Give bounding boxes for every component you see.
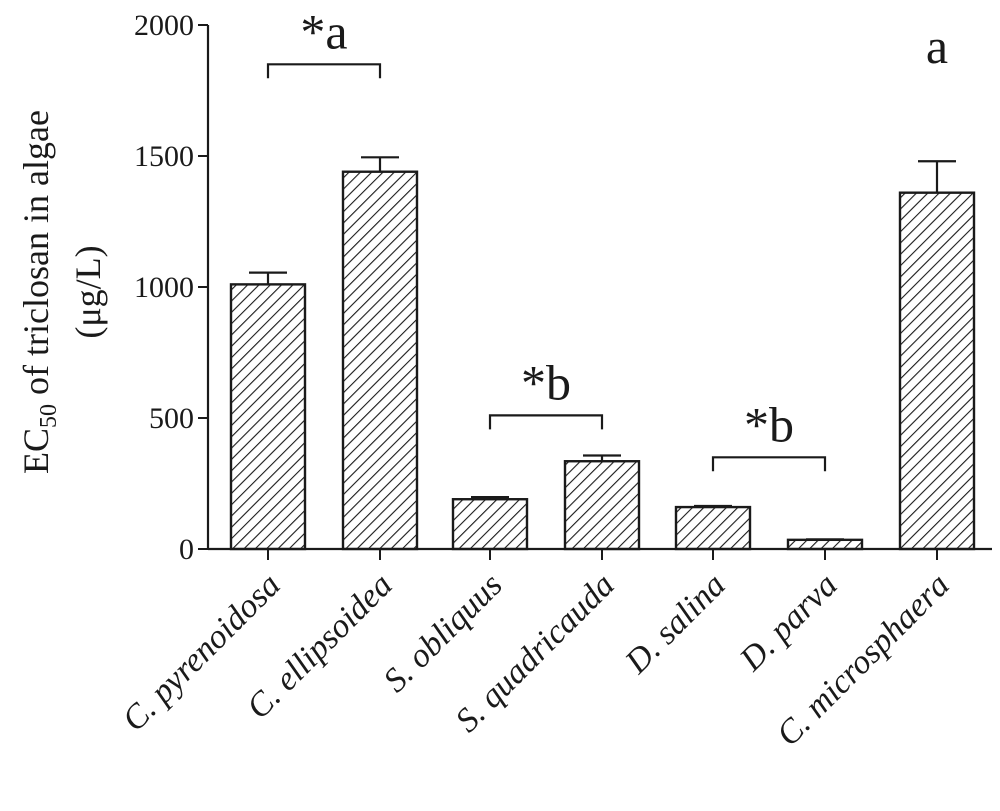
bar (451, 498, 529, 551)
significance-label: *b (744, 396, 794, 452)
significance-label: a (926, 18, 948, 74)
significance-label: *a (300, 3, 347, 59)
significance-bracket (711, 456, 827, 472)
y-tick-label: 0 (179, 533, 194, 566)
y-axis-label-line2: (μg/L) (68, 245, 108, 338)
bar (674, 505, 752, 551)
axes: 0 500 1000 1500 2000 (134, 9, 992, 566)
bar (229, 283, 307, 551)
bar (341, 170, 419, 551)
significance-bracket (488, 414, 604, 430)
annotations: *a *b *b a (266, 3, 948, 472)
significance-bracket (266, 63, 382, 79)
y-axis-label-line1: EC50 of triclosan in algae (16, 110, 62, 474)
y-tick-label: 1500 (134, 140, 194, 173)
category-label: D. parva (732, 566, 844, 678)
category-label: D. salina (618, 566, 733, 681)
bar (786, 538, 864, 551)
bars (229, 156, 976, 551)
significance-label: *b (521, 354, 571, 410)
bar (898, 191, 976, 551)
bar (563, 460, 641, 551)
y-axis-label: EC50 of triclosan in algae (μg/L) (16, 110, 108, 474)
y-tick-label: 500 (149, 402, 194, 435)
y-tick-label: 1000 (134, 271, 194, 304)
y-tick-label: 2000 (134, 9, 194, 42)
